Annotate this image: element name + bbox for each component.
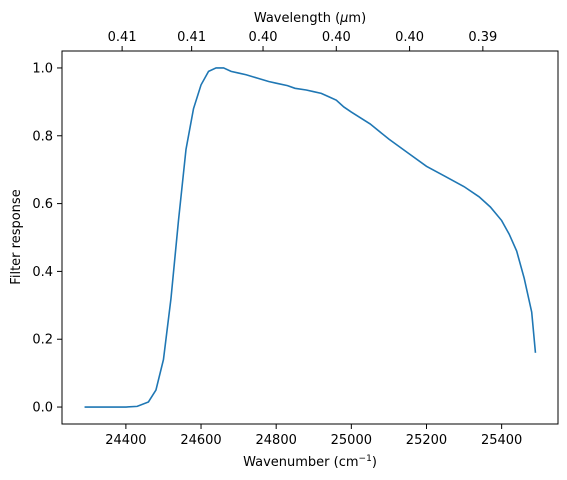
top-tick-label: 0.40 — [395, 30, 424, 45]
x-axis-top: 0.41 0.41 0.40 0.40 0.40 0.39 — [108, 30, 497, 51]
x-axis-bottom: 24400 24600 24800 25000 25200 25400 — [105, 424, 522, 448]
y-axis-label: Filter response — [9, 189, 24, 284]
y-tick-label: 0.0 — [32, 401, 53, 416]
x-axis-label: Wavenumber (cm−1) — [243, 454, 377, 470]
x-tick-label: 25200 — [406, 433, 447, 448]
y-tick-label: 1.0 — [32, 61, 53, 76]
y-tick-label: 0.4 — [32, 265, 53, 280]
x-tick-label: 25400 — [481, 433, 522, 448]
top-tick-label: 0.40 — [322, 30, 351, 45]
plot-area — [61, 50, 559, 425]
plot-frame — [61, 50, 559, 425]
top-tick-label: 0.39 — [468, 30, 497, 45]
top-tick-label: 0.40 — [249, 30, 278, 45]
x-tick-label: 25000 — [331, 433, 372, 448]
x-tick-label: 24800 — [256, 433, 297, 448]
y-axis-left: 0.0 0.2 0.4 0.6 0.8 1.0 — [32, 61, 62, 416]
top-tick-label: 0.41 — [108, 30, 137, 45]
x-tick-label: 24400 — [105, 433, 146, 448]
y-tick-label: 0.2 — [32, 333, 53, 348]
y-tick-label: 0.6 — [32, 197, 53, 212]
x-tick-label: 24600 — [180, 433, 221, 448]
top-axis-label: Wavelength (μm) — [254, 11, 366, 26]
y-tick-label: 0.8 — [32, 129, 53, 144]
series-line — [84, 67, 537, 408]
top-tick-label: 0.41 — [177, 30, 206, 45]
